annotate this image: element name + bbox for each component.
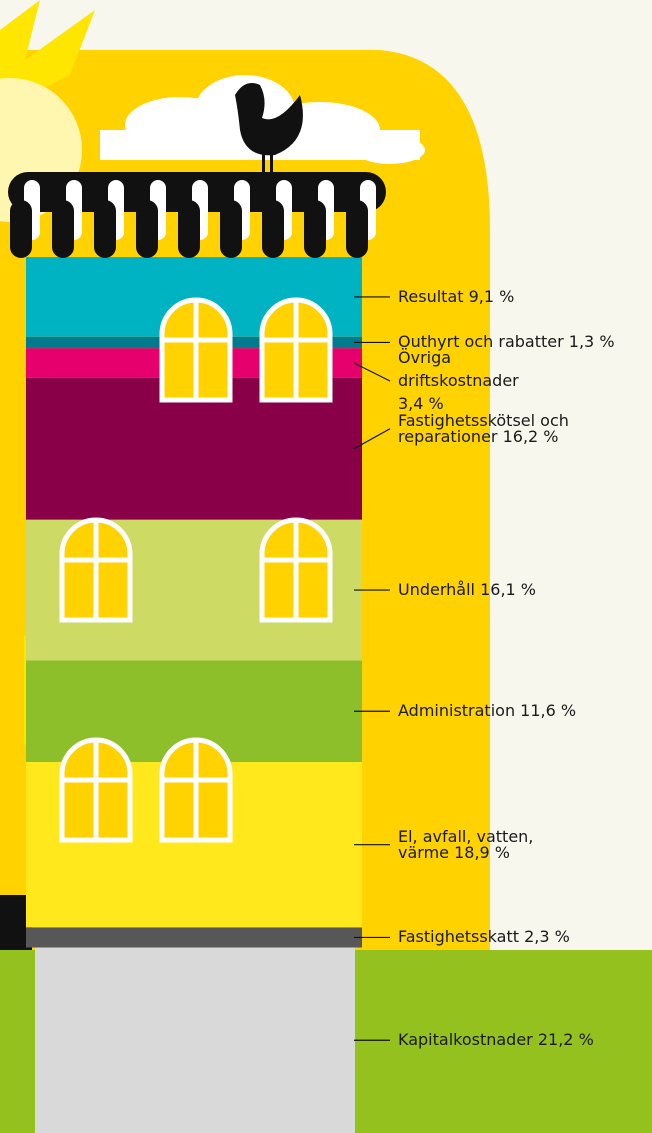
- segment-value: 9,1 %: [469, 287, 515, 306]
- segment-value: 16,2 %: [503, 427, 559, 446]
- segment-label: Kapitalkostnader 21,2 %: [398, 1032, 648, 1048]
- segment-name: Outhyrt och rabatter: [398, 332, 564, 351]
- segment-name: Administration: [398, 701, 515, 720]
- floor: [26, 927, 362, 947]
- segment-name: Underhåll: [398, 580, 475, 599]
- awning-scallop: [346, 200, 368, 258]
- page: {"chart_data": {"type": "stacked-buildin…: [0, 0, 652, 1133]
- awning-scallop: [10, 200, 32, 258]
- segment-value: 2,3 %: [524, 927, 570, 946]
- awning-scallop: [304, 200, 326, 258]
- floor: [35, 948, 355, 1133]
- segment-name: Fastighetsskatt: [398, 927, 519, 946]
- segment-name: Övriga driftskostnader: [398, 348, 519, 390]
- segment-value: 3,4 %: [398, 395, 444, 414]
- segment-label: Administration 11,6 %: [398, 703, 648, 719]
- segment-label: Underhåll 16,1 %: [398, 582, 648, 598]
- segment-value: 18,9 %: [454, 843, 510, 862]
- segment-label: Outhyrt och rabatter 1,3 %: [398, 334, 652, 350]
- segment-value: 21,2 %: [538, 1030, 594, 1049]
- illustration: [0, 0, 652, 1133]
- segment-value: 11,6 %: [520, 701, 576, 720]
- segment-name: Kapitalkostnader: [398, 1030, 533, 1049]
- segment-label: Fastighetsskatt 2,3 %: [398, 929, 648, 945]
- segment-value: 1,3 %: [569, 332, 615, 351]
- segment-name: Resultat: [398, 287, 464, 306]
- segment-label: Övriga driftskostnader 3,4 %: [398, 346, 538, 416]
- segment-value: 16,1 %: [480, 580, 536, 599]
- awning-scallop: [136, 200, 158, 258]
- segment-label: Resultat 9,1 %: [398, 289, 652, 305]
- awning-scallop: [262, 200, 284, 258]
- segment-label: Fastighetsskötsel och reparationer 16,2 …: [398, 413, 598, 445]
- awning-scallop: [178, 200, 200, 258]
- awning-scallop: [52, 200, 74, 258]
- segment-label: El, avfall, vatten, värme 18,9 %: [398, 829, 568, 861]
- awning-scallop: [94, 200, 116, 258]
- pillar: [0, 230, 24, 895]
- awning-scallop: [220, 200, 242, 258]
